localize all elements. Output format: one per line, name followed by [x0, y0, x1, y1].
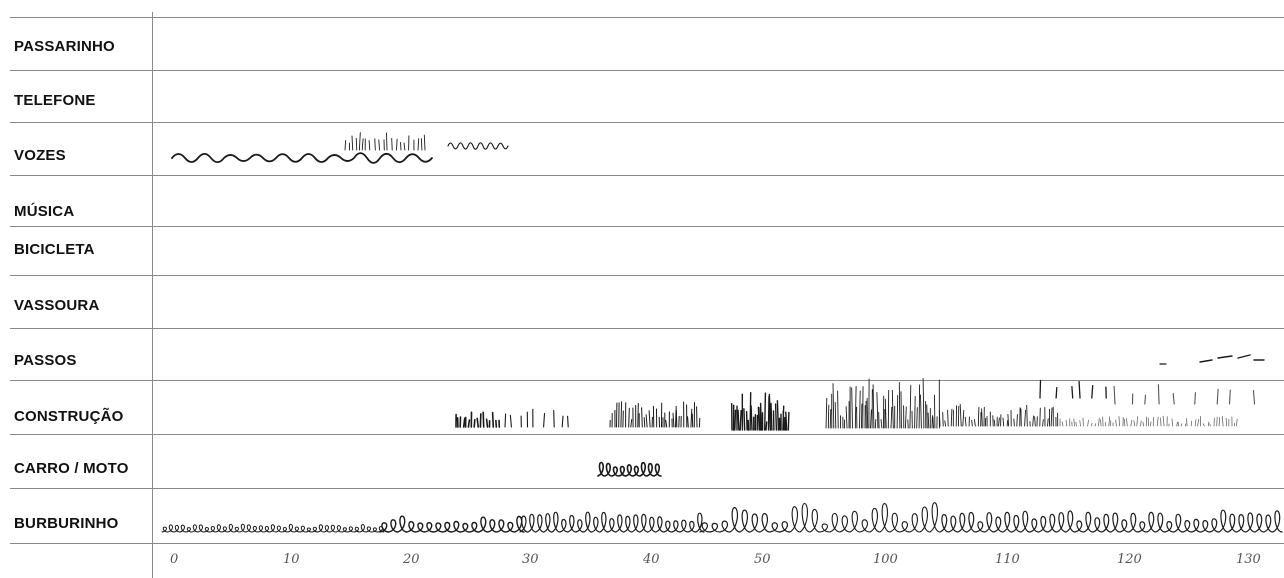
grid-line	[10, 122, 1284, 123]
grid-line	[10, 543, 1284, 544]
row-label-bicicleta: BICICLETA	[14, 241, 95, 258]
burburinho-mark	[939, 509, 1283, 533]
row-label-telefone: TELEFONE	[14, 92, 96, 109]
grid-line	[10, 380, 1284, 381]
construcao-mark	[938, 403, 1059, 427]
axis-tick-label: 120	[1117, 552, 1142, 567]
grid-line	[10, 434, 1284, 435]
axis-tick-label: 50	[754, 552, 771, 567]
construcao-mark	[1113, 384, 1256, 405]
grid-line	[10, 175, 1284, 176]
axis-tick-label: 30	[522, 552, 539, 567]
grid-line	[10, 70, 1284, 71]
row-label-carro-moto: CARRO / MOTO	[14, 460, 129, 477]
row-label-construcao: CONSTRUÇÃO	[14, 408, 124, 425]
row-label-vassoura: VASSOURA	[14, 297, 100, 314]
vozes-mark	[447, 142, 509, 150]
axis-tick-label: 40	[643, 552, 660, 567]
burburinho-mark	[379, 515, 525, 533]
axis-tick-label: 130	[1236, 552, 1261, 567]
burburinho-mark	[699, 507, 791, 533]
vozes-mark	[171, 152, 433, 164]
axis-tick-label: 20	[403, 552, 420, 567]
grid-line	[10, 328, 1284, 329]
grid-line	[10, 17, 1284, 18]
burburinho-mark	[161, 523, 385, 533]
construcao-mark	[825, 377, 940, 429]
carro-moto-mark	[597, 461, 662, 477]
burburinho-mark	[519, 511, 705, 533]
row-label-burburinho: BURBURINHO	[14, 515, 119, 532]
axis-tick-label: 0	[170, 552, 179, 567]
construcao-mark	[1039, 379, 1107, 399]
row-label-passarinho: PASSARINHO	[14, 38, 115, 55]
construcao-mark	[1059, 415, 1238, 427]
row-label-musica: MÚSICA	[14, 203, 75, 220]
axis-tick-label: 110	[995, 552, 1020, 567]
row-label-vozes: VOZES	[14, 147, 66, 164]
grid-line	[10, 275, 1284, 276]
grid-line	[10, 226, 1284, 227]
grid-line	[10, 488, 1284, 489]
label-column-divider	[152, 12, 153, 578]
construcao-mark	[504, 408, 569, 428]
burburinho-mark	[789, 502, 941, 533]
row-label-passos: PASSOS	[14, 352, 77, 369]
axis-tick-label: 100	[873, 552, 898, 567]
axis-tick-label: 10	[283, 552, 300, 567]
construcao-mark	[455, 411, 501, 428]
vozes-mark	[344, 132, 426, 151]
passos-mark	[1199, 354, 1265, 363]
construcao-mark	[731, 392, 790, 431]
construcao-mark	[609, 401, 701, 428]
